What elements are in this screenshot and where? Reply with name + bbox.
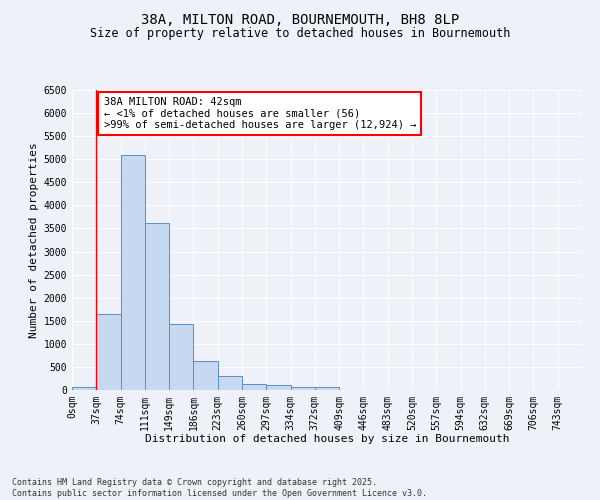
Bar	[315, 388, 339, 390]
Text: 38A, MILTON ROAD, BOURNEMOUTH, BH8 8LP: 38A, MILTON ROAD, BOURNEMOUTH, BH8 8LP	[141, 12, 459, 26]
Text: Contains HM Land Registry data © Crown copyright and database right 2025.
Contai: Contains HM Land Registry data © Crown c…	[12, 478, 427, 498]
Text: 38A MILTON ROAD: 42sqm
← <1% of detached houses are smaller (56)
>99% of semi-de: 38A MILTON ROAD: 42sqm ← <1% of detached…	[104, 97, 416, 130]
Bar	[218, 376, 242, 390]
Bar	[266, 386, 290, 390]
Y-axis label: Number of detached properties: Number of detached properties	[29, 142, 40, 338]
X-axis label: Distribution of detached houses by size in Bournemouth: Distribution of detached houses by size …	[145, 434, 509, 444]
Bar	[72, 388, 96, 390]
Bar	[290, 387, 315, 390]
Bar	[96, 314, 121, 390]
Text: Size of property relative to detached houses in Bournemouth: Size of property relative to detached ho…	[90, 28, 510, 40]
Bar	[193, 362, 218, 390]
Bar	[145, 223, 169, 390]
Bar	[169, 324, 193, 390]
Bar	[242, 384, 266, 390]
Bar	[121, 154, 145, 390]
